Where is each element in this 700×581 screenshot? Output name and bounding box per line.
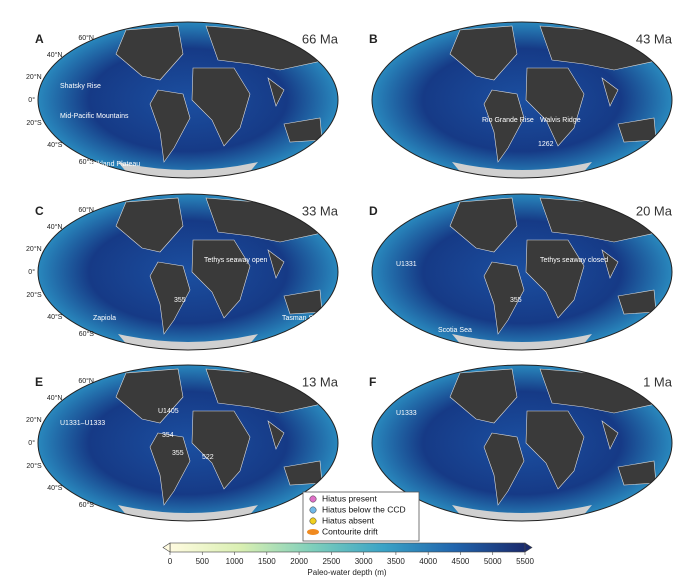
latitude-label: 20°S [26, 462, 42, 470]
colorbar-tick-label: 500 [196, 557, 210, 566]
colorbar-tick-label: 5000 [484, 557, 502, 566]
latitude-label: 0° [28, 439, 35, 447]
panel-age: 20 Ma [636, 203, 673, 218]
colorbar-tick-label: 3500 [387, 557, 405, 566]
latitude-label: 60°S [79, 501, 95, 509]
legend-label: Hiatus present [322, 493, 377, 503]
colorbar-ramp [169, 542, 526, 553]
panel-age: 13 Ma [302, 374, 339, 389]
colorbar-min-arrow [162, 542, 171, 553]
map-annotation: 355 [172, 450, 184, 457]
panel-age: 66 Ma [302, 31, 339, 46]
latitude-label: 0° [28, 268, 35, 276]
latitude-label: 40°N [47, 394, 63, 402]
map-annotation: U1331 [396, 261, 417, 268]
map-annotation: Falkland Plateau [88, 161, 140, 168]
legend-swatch [307, 529, 319, 535]
panel-letter: D [369, 204, 378, 218]
latitude-label: 20°N [26, 245, 42, 253]
map-panel: B 43 Ma Rio Grande Rise Walvis Ridge 1262 [369, 21, 673, 179]
map-annotation: Zapiola [93, 315, 116, 322]
panels: A 66 Ma 60°N 40°N 20°N 0° 20°S 40°S 60°S Shatsky … [26, 21, 673, 522]
colorbar-tick-label: 1000 [226, 557, 244, 566]
map-annotation: Tasman Sea [282, 315, 321, 322]
colorbar: Paleo-water depth (m) 0 500 1000 1500 2000 25… [162, 542, 534, 577]
map-annotation: 354 [162, 432, 174, 439]
map-outline [371, 364, 673, 522]
colorbar-max-arrow [524, 542, 533, 553]
map-panel: E 13 Ma 60°N 40°N 20°N 0° 20°S 40°S 60°S U1405 U13… [26, 364, 339, 522]
colorbar-tick-label: 2500 [322, 557, 340, 566]
panel-age: 43 Ma [636, 31, 673, 46]
map-outline [371, 21, 673, 179]
latitude-label: 40°N [47, 51, 63, 59]
latitude-label: 60°S [79, 330, 95, 338]
map-annotation: Tethys seaway open [204, 257, 268, 264]
colorbar-tick-label: 1500 [258, 557, 276, 566]
map-annotation: Tethys seaway closed [540, 257, 608, 264]
panel-letter: C [35, 204, 44, 218]
legend-label: Contourite drift [322, 526, 378, 536]
colorbar-tick-label: 3000 [355, 557, 373, 566]
map-outline [37, 193, 339, 351]
latitude-label: 60°N [78, 34, 94, 42]
map-annotation: U1333 [396, 410, 417, 417]
latitude-label: 40°S [47, 313, 63, 321]
map-annotation: 355 [510, 297, 522, 304]
panel-letter: A [35, 32, 44, 46]
legend-label: Hiatus below the CCD [322, 504, 406, 514]
legend-label: Hiatus absent [322, 515, 375, 525]
latitude-label: 60°N [78, 377, 94, 385]
map-annotation: U1405 [158, 408, 179, 415]
latitude-label: 40°N [47, 223, 63, 231]
colorbar-tick-label: 4000 [419, 557, 437, 566]
map-panel: F 1 Ma U1333 [369, 364, 673, 522]
panel-age: 1 Ma [643, 374, 673, 389]
colorbar-tick-label: 0 [168, 557, 173, 566]
colorbar-label: Paleo-water depth (m) [307, 568, 386, 577]
legend-swatch [309, 517, 317, 525]
map-outline [37, 364, 339, 522]
map-annotation: 522 [202, 454, 214, 461]
latitude-label: 40°S [47, 484, 63, 492]
colorbar-tick-label: 2000 [290, 557, 308, 566]
latitude-label: 20°S [26, 291, 42, 299]
panel-letter: F [369, 375, 376, 389]
map-annotation: Walvis Ridge [540, 117, 581, 124]
map-annotation: Rio Grande Rise [482, 117, 534, 124]
map-annotation: Shatsky Rise [60, 83, 101, 90]
colorbar-tick-label: 5500 [516, 557, 534, 566]
latitude-label: 60°N [78, 206, 94, 214]
latitude-label: 40°S [47, 141, 63, 149]
map-annotation: Scotia Sea [438, 327, 472, 334]
latitude-label: 20°N [26, 73, 42, 81]
map-annotation: 355 [174, 297, 186, 304]
map-outline [371, 193, 673, 351]
latitude-label: 60°S [79, 158, 95, 166]
latitude-label: 0° [28, 96, 35, 104]
latitude-label: 20°S [26, 119, 42, 127]
map-annotation: Mid-Pacific Mountains [60, 113, 129, 120]
map-outline [37, 21, 339, 179]
legend-swatch [309, 506, 317, 514]
colorbar-tick-label: 4500 [452, 557, 470, 566]
map-panel: A 66 Ma 60°N 40°N 20°N 0° 20°S 40°S 60°S Shatsky … [26, 21, 339, 179]
latitude-label: 20°N [26, 416, 42, 424]
panel-letter: E [35, 375, 43, 389]
map-annotation: 1262 [538, 141, 554, 148]
legend-swatch [309, 495, 317, 503]
map-panel: D 20 Ma U1331 Tethys seaway closed 355 Scotia… [369, 193, 673, 351]
panel-letter: B [369, 32, 378, 46]
legend-box [302, 491, 420, 542]
panel-age: 33 Ma [302, 203, 339, 218]
map-panel: C 33 Ma 60°N 40°N 20°N 0° 20°S 40°S 60°S Tethys s… [26, 193, 339, 351]
map-annotation: U1331–U1333 [60, 420, 105, 427]
